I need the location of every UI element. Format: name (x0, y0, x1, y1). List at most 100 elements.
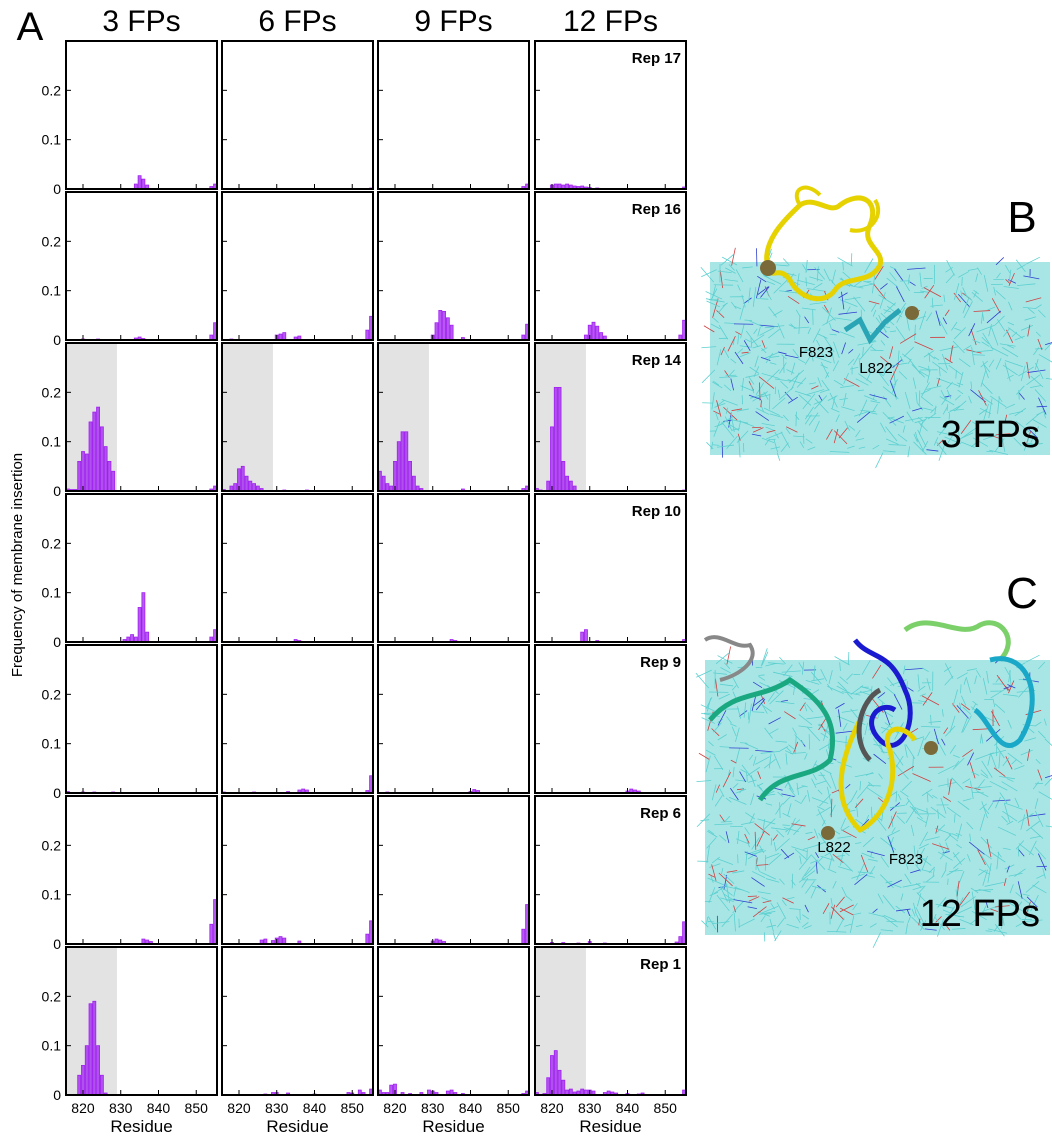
lipid (798, 854, 812, 871)
lipid (976, 669, 981, 678)
lipid (958, 271, 970, 278)
x-tick-label: 850 (341, 1100, 365, 1116)
lipid (921, 667, 929, 672)
lipid (1026, 374, 1041, 386)
lipid (754, 355, 759, 368)
lipid (891, 383, 897, 393)
chart-panel (221, 342, 374, 492)
lipid (758, 376, 775, 389)
lipid (880, 422, 886, 433)
lipid (706, 698, 711, 712)
lipid (995, 796, 1001, 809)
lipid (811, 797, 829, 804)
lipid (986, 671, 989, 684)
lipid (980, 854, 992, 871)
lipid (807, 727, 821, 742)
lipid (739, 742, 748, 744)
lipid (829, 322, 832, 330)
lipid (858, 446, 866, 449)
lipid (768, 853, 782, 866)
lipid (810, 671, 822, 685)
lipid (1042, 407, 1046, 419)
lipid (902, 425, 906, 433)
lipid (1037, 730, 1046, 739)
lipid (786, 923, 800, 929)
lipid (830, 904, 836, 919)
lipid (1032, 884, 1047, 894)
lipid (794, 735, 797, 755)
lipid (946, 868, 959, 876)
lipid (717, 655, 733, 664)
plot-frame (65, 342, 218, 492)
lipid (738, 918, 755, 928)
lipid (885, 438, 899, 445)
y-tick-label: 0.2 (42, 988, 62, 1004)
lipid (1002, 693, 1019, 697)
lipid (837, 715, 855, 724)
lipid (997, 826, 1017, 836)
bar (385, 483, 390, 492)
lipid (1038, 791, 1052, 800)
lipid (735, 331, 742, 335)
lipid (730, 358, 737, 364)
lipid (714, 823, 733, 826)
bar (591, 321, 596, 341)
lipid (957, 389, 964, 395)
lipid (735, 727, 740, 742)
lipid (765, 352, 779, 359)
lipid (775, 740, 787, 743)
lipid (857, 341, 877, 346)
lipid (873, 744, 883, 747)
lipid (872, 932, 881, 948)
lipid (705, 916, 709, 925)
lipid (971, 891, 976, 910)
lipid (712, 722, 722, 733)
atom (760, 260, 776, 276)
lipid (843, 378, 860, 387)
lipid (963, 678, 967, 685)
lipid (827, 868, 837, 874)
bar (449, 324, 454, 341)
lipid (971, 910, 987, 921)
bar (445, 317, 450, 341)
lipid (935, 310, 941, 327)
lipid (870, 345, 877, 352)
plot-frame (377, 644, 530, 794)
lipid (887, 879, 902, 888)
lipid (837, 835, 852, 839)
lipid (1043, 718, 1047, 726)
bar (599, 332, 603, 341)
lipid (712, 444, 720, 446)
lipid (1038, 397, 1047, 415)
lipid (887, 835, 895, 853)
lipid (778, 386, 794, 401)
column-title: 6 FPs (258, 5, 336, 38)
lipid (785, 819, 801, 833)
lipid (978, 888, 991, 893)
lipid (1045, 377, 1052, 380)
lipid (910, 869, 921, 874)
lipid (695, 672, 710, 689)
lipid (870, 806, 873, 819)
lipid (1008, 410, 1024, 415)
lipid (854, 411, 868, 417)
lipid (830, 407, 840, 413)
lipid (963, 345, 972, 351)
bar (96, 406, 100, 492)
lipid (880, 856, 890, 868)
lipid (916, 808, 929, 813)
lipid (918, 885, 926, 894)
lipid (845, 783, 851, 789)
column-title: 3 FPs (102, 5, 180, 38)
lipid (822, 318, 835, 326)
bar (381, 475, 386, 492)
lipid (948, 833, 959, 842)
lipid (817, 377, 822, 388)
lipid (1027, 813, 1046, 817)
residue-label: L822 (817, 839, 850, 856)
lipid (935, 903, 954, 909)
lipid (705, 298, 725, 303)
lipid (943, 294, 946, 303)
lipid (919, 693, 926, 697)
